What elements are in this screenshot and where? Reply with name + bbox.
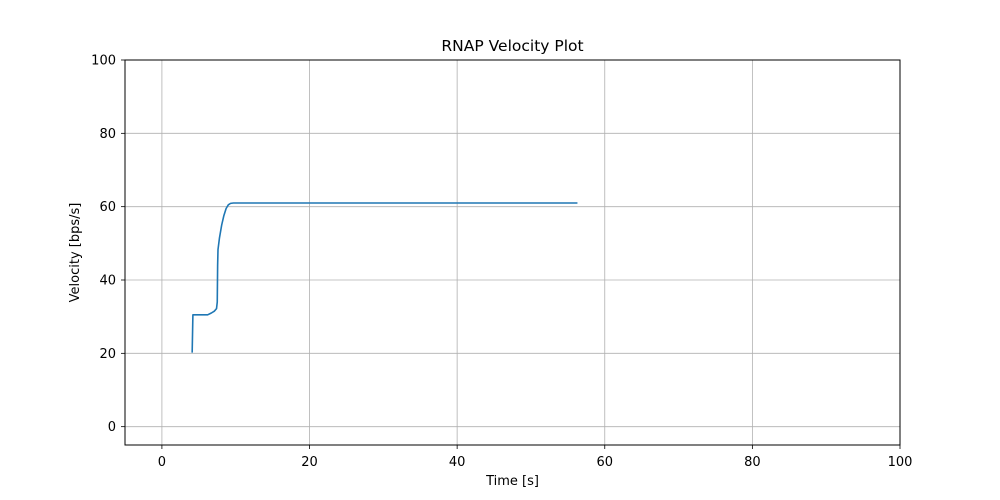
x-tick-label: 40 — [449, 455, 466, 470]
x-tick-label: 20 — [301, 455, 318, 470]
y-tick-label: 60 — [99, 200, 116, 215]
y-tick-label: 100 — [91, 54, 116, 69]
x-tick-label: 0 — [158, 455, 166, 470]
tick-marks: 0 20 40 60 80 100 0 20 40 60 80 100 — [91, 54, 912, 471]
chart-title: RNAP Velocity Plot — [441, 37, 583, 55]
x-axis-title: Time [s] — [485, 474, 539, 489]
y-tick-label: 80 — [99, 127, 116, 142]
velocity-series-line — [191, 202, 578, 353]
x-tick-label: 100 — [888, 455, 913, 470]
series-layer — [191, 202, 578, 353]
y-tick-label: 20 — [99, 347, 116, 362]
y-tick-label: 40 — [99, 274, 116, 289]
x-tick-label: 80 — [744, 455, 761, 470]
y-axis-title: Velocity [bps/s] — [68, 203, 83, 303]
x-tick-label: 60 — [596, 455, 613, 470]
y-tick-label: 0 — [108, 420, 116, 435]
plot-frame — [124, 59, 901, 446]
